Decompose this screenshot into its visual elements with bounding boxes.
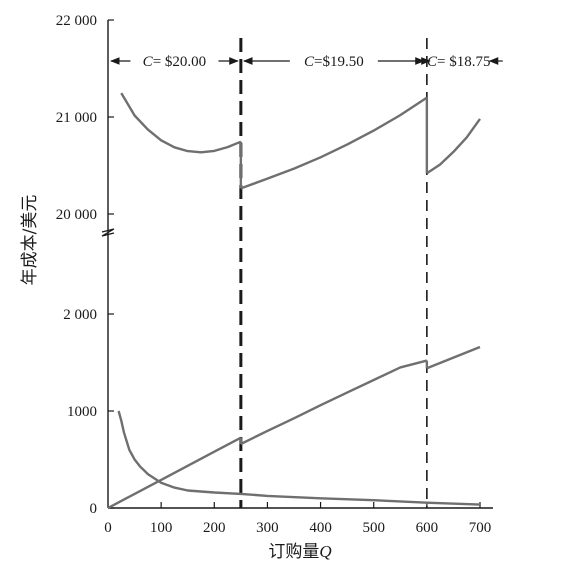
x-tick-label: 400 (309, 520, 332, 536)
series-group (107, 92, 481, 510)
x-axis-title-var: Q (319, 542, 331, 561)
x-tick-label: 200 (203, 520, 226, 536)
y-tick-label: 22 000 (56, 13, 97, 29)
price-range-label: C= $20.00 (143, 54, 206, 70)
y-axis-title: 年成本/美元 (20, 195, 40, 286)
x-tick-label: 100 (150, 520, 173, 536)
series-2-line (240, 359, 428, 446)
price-break-lines (239, 38, 428, 508)
series-2-line (426, 345, 481, 370)
series-1-line (120, 92, 242, 154)
series-2-line (107, 436, 242, 510)
y-tick-label: 1000 (67, 404, 97, 420)
axes (101, 20, 493, 509)
y-tick-label: 2 000 (63, 307, 97, 323)
y-tick-label: 0 (90, 501, 98, 517)
y-tick-label: 20 000 (56, 207, 97, 223)
series-3-line (117, 410, 481, 506)
x-axis-title-text: 订购量 (268, 542, 319, 562)
series-1-line (240, 96, 428, 190)
x-axis-title: 订购量Q (268, 542, 331, 562)
x-tick-group: 0 100 200 300 400 500 600 700 (104, 502, 491, 536)
x-tick-label: 500 (362, 520, 385, 536)
x-tick-label: 600 (416, 520, 439, 536)
price-range-label: C=$19.50 (304, 54, 364, 70)
y-tick-group: 0 1000 2 000 20 000 21 000 22 000 (56, 13, 114, 517)
y-tick-label: 21 000 (56, 110, 97, 126)
x-tick-label: 0 (104, 520, 112, 536)
y-axis-break-mark (101, 228, 115, 237)
price-range-label: C= $18.75 (427, 54, 490, 70)
series-1-line (426, 118, 481, 175)
x-tick-label: 300 (256, 520, 279, 536)
x-tick-label: 700 (469, 520, 492, 536)
price-range-annotations: C= $20.00 C=$19.50 C= $18.75 (110, 54, 503, 70)
